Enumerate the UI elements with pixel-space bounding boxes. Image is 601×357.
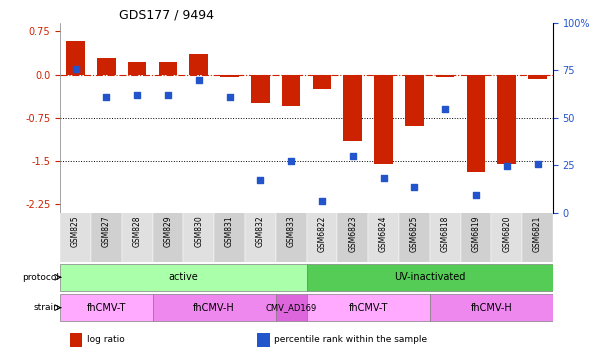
Bar: [221, 75, 239, 77]
FancyBboxPatch shape: [245, 210, 276, 265]
Bar: [344, 75, 362, 141]
Point: [532, 161, 542, 167]
FancyBboxPatch shape: [307, 210, 337, 265]
FancyBboxPatch shape: [276, 294, 307, 321]
FancyBboxPatch shape: [153, 210, 183, 265]
FancyBboxPatch shape: [430, 294, 553, 321]
Bar: [66, 41, 85, 75]
FancyBboxPatch shape: [121, 210, 153, 265]
Point: [409, 184, 419, 190]
Text: GSM6820: GSM6820: [502, 215, 511, 252]
Text: GSM6823: GSM6823: [348, 215, 357, 252]
Text: GSM830: GSM830: [194, 215, 203, 247]
FancyBboxPatch shape: [522, 210, 553, 265]
Text: GDS177 / 9494: GDS177 / 9494: [119, 9, 214, 22]
Text: GSM6818: GSM6818: [441, 215, 450, 252]
FancyBboxPatch shape: [91, 210, 121, 265]
FancyBboxPatch shape: [214, 210, 245, 265]
FancyBboxPatch shape: [60, 263, 307, 291]
FancyBboxPatch shape: [153, 294, 276, 321]
Text: UV-inactivated: UV-inactivated: [394, 272, 465, 282]
FancyBboxPatch shape: [60, 294, 153, 321]
Text: fhCMV-H: fhCMV-H: [471, 303, 512, 313]
Text: fhCMV-T: fhCMV-T: [87, 303, 126, 313]
Text: GSM6819: GSM6819: [471, 215, 480, 252]
Text: strain: strain: [34, 303, 59, 312]
FancyBboxPatch shape: [307, 294, 430, 321]
Text: GSM833: GSM833: [287, 215, 296, 247]
Point: [348, 153, 358, 159]
Point: [379, 175, 388, 181]
Bar: [313, 75, 331, 89]
Bar: [70, 333, 82, 347]
Point: [163, 92, 172, 98]
Text: GSM6822: GSM6822: [317, 215, 326, 252]
Point: [317, 198, 327, 203]
Point: [132, 92, 142, 98]
Point: [194, 77, 204, 82]
Bar: [251, 75, 270, 103]
FancyBboxPatch shape: [337, 210, 368, 265]
Bar: [374, 75, 393, 164]
Bar: [128, 62, 147, 75]
FancyBboxPatch shape: [276, 210, 307, 265]
Point: [441, 106, 450, 112]
Text: log ratio: log ratio: [87, 336, 125, 345]
Point: [71, 66, 81, 72]
Point: [286, 158, 296, 164]
FancyBboxPatch shape: [492, 210, 522, 265]
Text: GSM832: GSM832: [256, 215, 265, 247]
Text: GSM6824: GSM6824: [379, 215, 388, 252]
Text: GSM827: GSM827: [102, 215, 111, 247]
Text: GSM6825: GSM6825: [410, 215, 419, 252]
Bar: [97, 59, 115, 75]
Point: [502, 163, 511, 169]
FancyBboxPatch shape: [368, 210, 399, 265]
FancyBboxPatch shape: [60, 210, 91, 265]
Point: [102, 94, 111, 100]
Bar: [498, 75, 516, 164]
Text: fhCMV-T: fhCMV-T: [349, 303, 388, 313]
Point: [255, 177, 265, 183]
Bar: [159, 62, 177, 75]
Text: percentile rank within the sample: percentile rank within the sample: [275, 336, 427, 345]
Text: fhCMV-H: fhCMV-H: [194, 303, 235, 313]
Text: GSM825: GSM825: [71, 215, 80, 247]
Text: protocol: protocol: [22, 273, 59, 282]
Text: CMV_AD169: CMV_AD169: [266, 303, 317, 312]
Bar: [528, 75, 547, 79]
Bar: [282, 75, 300, 106]
FancyBboxPatch shape: [430, 210, 460, 265]
Text: GSM829: GSM829: [163, 215, 172, 247]
Text: GSM828: GSM828: [133, 215, 142, 247]
Text: active: active: [168, 272, 198, 282]
Point: [471, 192, 481, 198]
Bar: [405, 75, 424, 126]
Text: GSM6821: GSM6821: [533, 215, 542, 252]
FancyBboxPatch shape: [183, 210, 214, 265]
Bar: [189, 54, 208, 75]
Bar: [257, 333, 270, 347]
Text: GSM831: GSM831: [225, 215, 234, 247]
Bar: [467, 75, 485, 172]
Bar: [436, 75, 454, 77]
Point: [225, 94, 234, 100]
FancyBboxPatch shape: [399, 210, 430, 265]
FancyBboxPatch shape: [307, 263, 553, 291]
FancyBboxPatch shape: [460, 210, 492, 265]
